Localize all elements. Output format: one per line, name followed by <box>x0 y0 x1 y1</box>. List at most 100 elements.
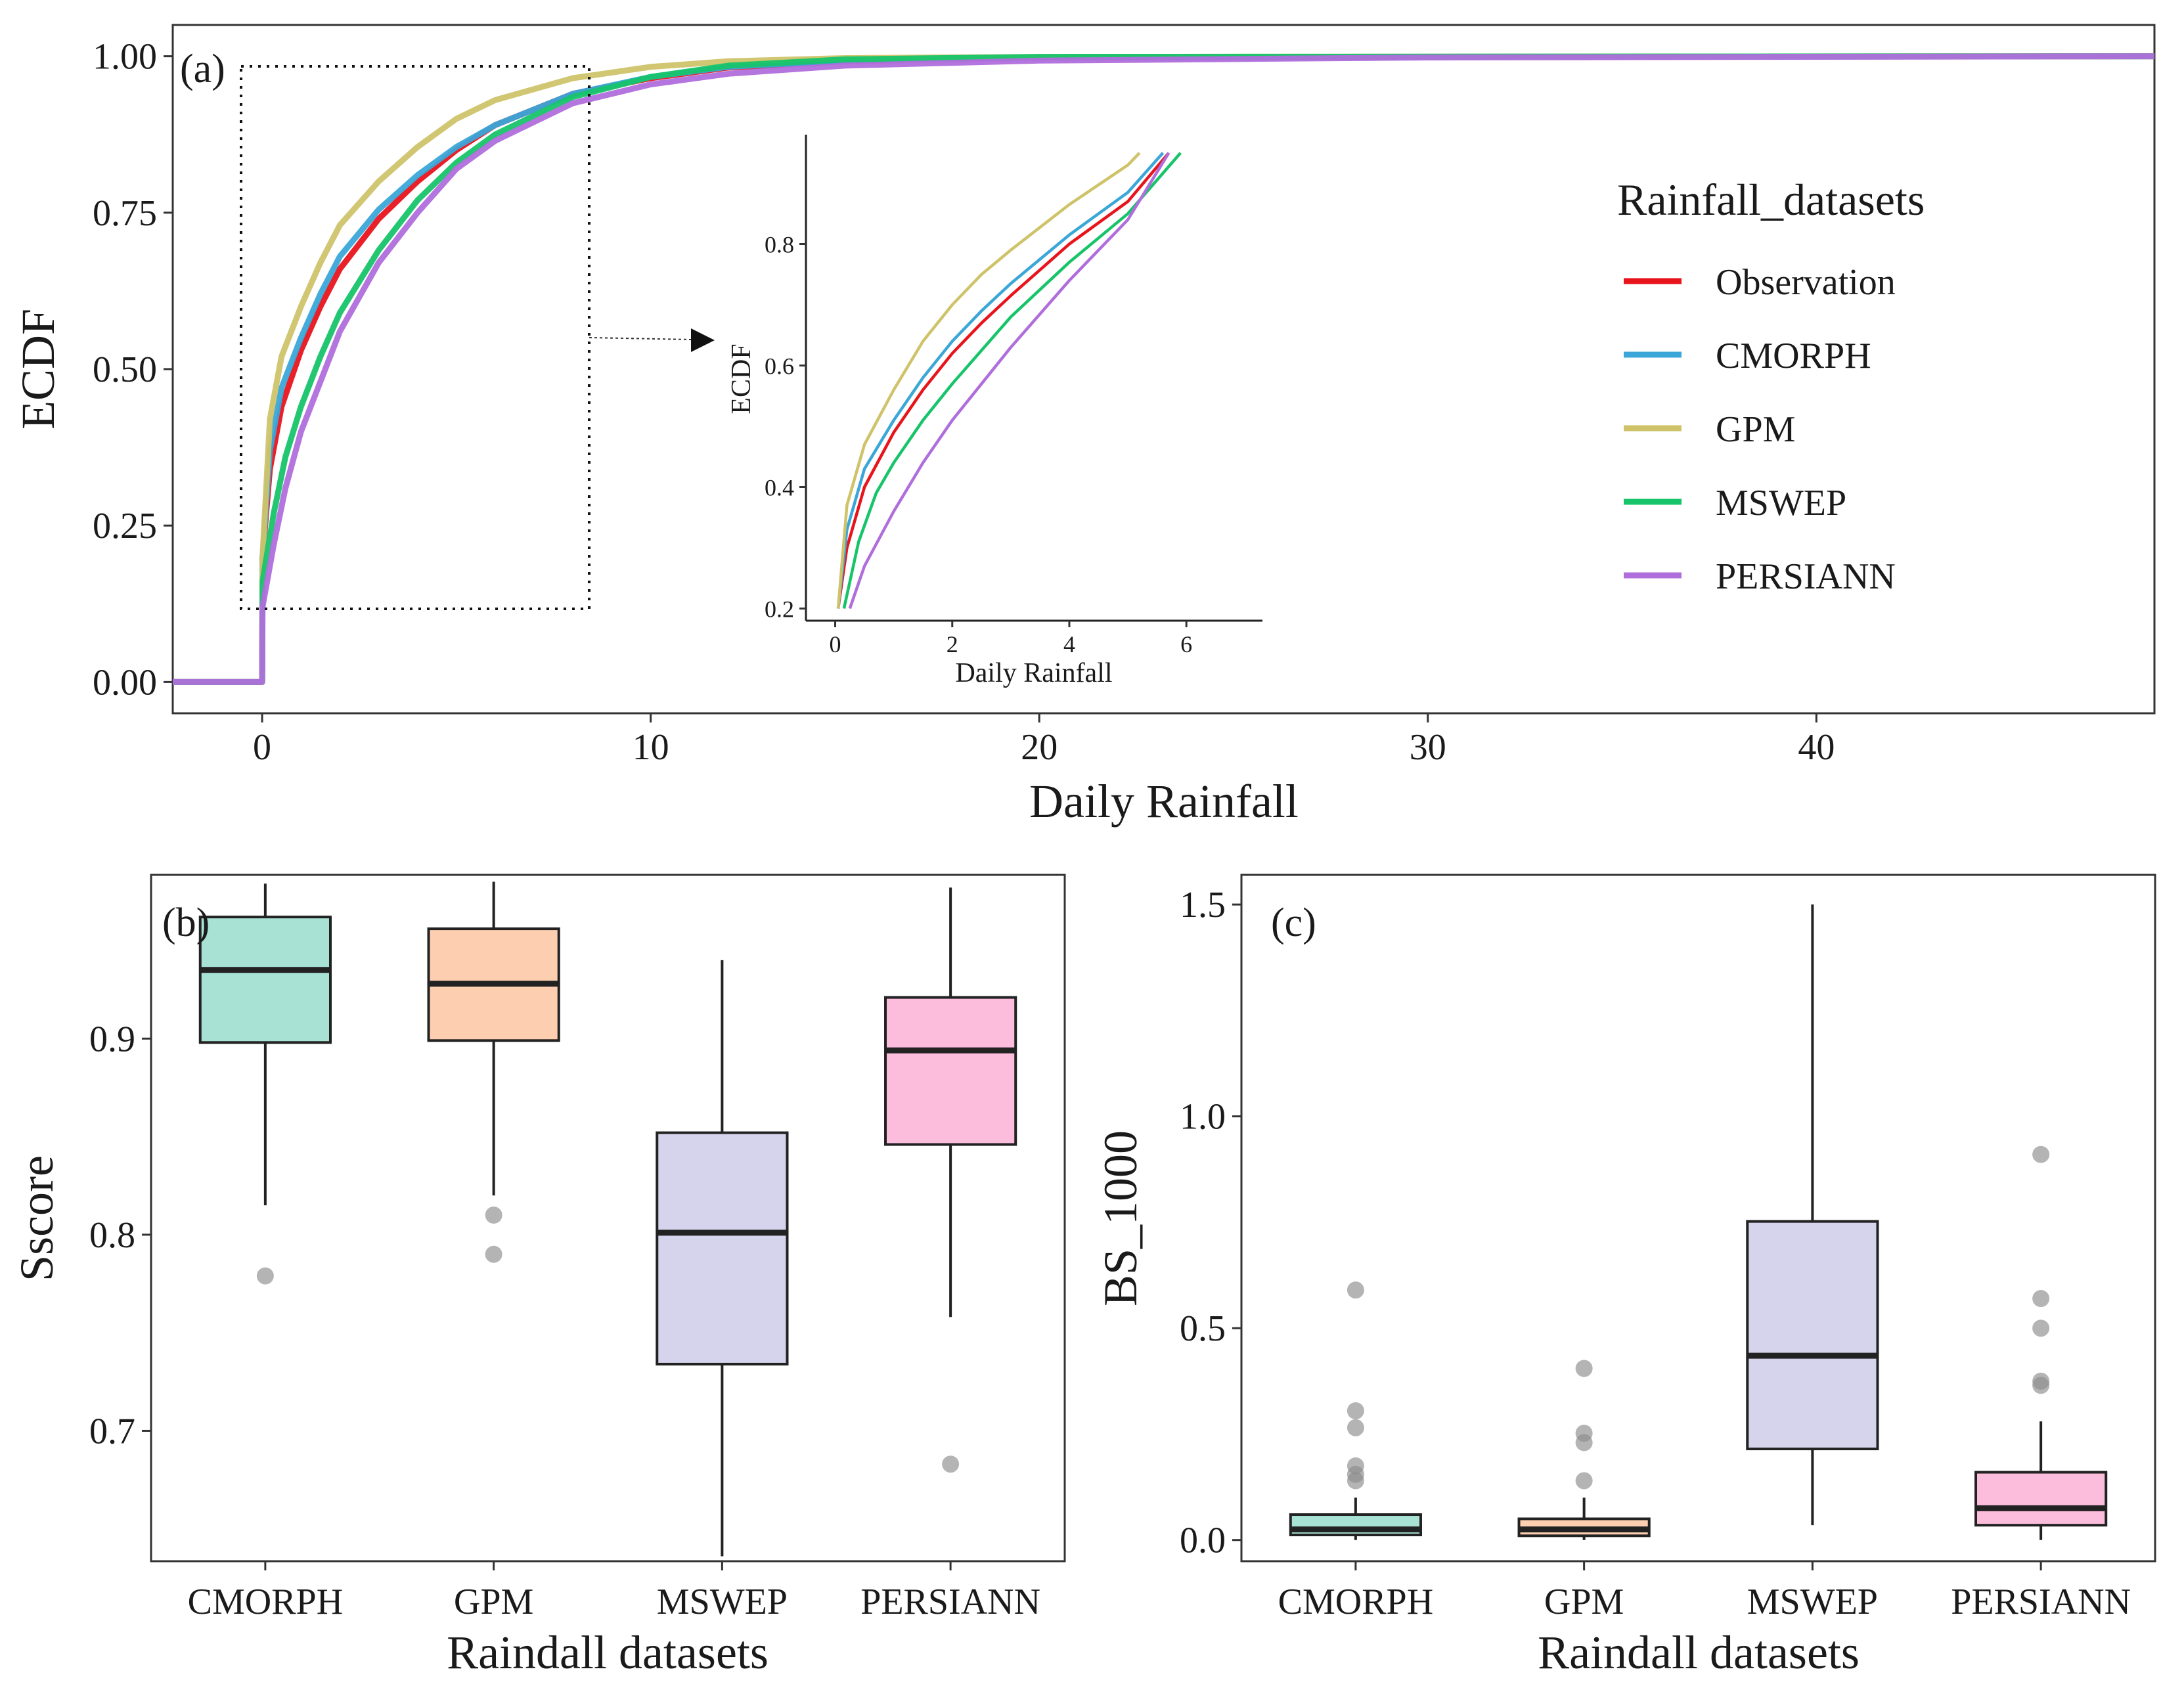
outlier-point-cmorph <box>256 1267 274 1285</box>
outlier-point-gpm <box>485 1207 502 1224</box>
panel-c-frame <box>1240 874 2156 1563</box>
x-tick-label-gpm: GPM <box>454 1582 533 1622</box>
x-tick-label: 0 <box>253 727 271 768</box>
series-line-gpm <box>173 53 2155 685</box>
inset-x-tick-label: 4 <box>1063 631 1075 657</box>
legend-label-persiann: PERSIANN <box>1716 556 1896 597</box>
inset-x-tick-label: 0 <box>830 631 841 657</box>
zoom-arrow <box>589 328 715 352</box>
outlier-point-persiann <box>942 1455 960 1473</box>
box-persiann <box>884 996 1017 1146</box>
panel-b-x-ticks: CMORPH GPM MSWEP PERSIANN <box>188 1561 1040 1622</box>
outlier-point-persiann <box>2032 1145 2050 1163</box>
y-tick-label: 0.8 <box>89 1215 135 1256</box>
panel-c-bs1000: 0.00.51.01.5 CMORPH GPM MSWEP PERSIANN (c) … <box>1094 874 2156 1679</box>
inset-x-tick-label: 2 <box>947 631 958 657</box>
panel-c-x-ticks: CMORPH GPM MSWEP PERSIANN <box>1278 1561 2131 1622</box>
x-tick-label-cmorph: CMORPH <box>1278 1582 1434 1622</box>
y-tick-label: 0.00 <box>93 662 157 703</box>
panel-c-y-ticks: 0.0 0.5 1.0 1.5 <box>1180 885 1241 1561</box>
box-cmorph <box>198 916 332 1044</box>
panel-a-y-ticks: 0.00 0.25 0.50 0.75 1.00 <box>93 37 173 703</box>
inset-x-ticks: 0 2 4 6 <box>830 621 1192 657</box>
y-tick-label: 1.0 <box>1180 1097 1226 1138</box>
inset-line-gpm <box>836 152 1141 609</box>
inset-y-ticks: 0.2 0.4 0.6 0.8 <box>765 232 806 623</box>
y-tick-label: 0.7 <box>89 1411 135 1452</box>
y-tick-label: 0.75 <box>93 193 157 234</box>
outlier-point-cmorph <box>1347 1472 1364 1490</box>
panel-b-boxes <box>198 881 1017 1557</box>
panel-a-series <box>173 53 2155 685</box>
series-line-persiann <box>173 53 2155 685</box>
inset-y-tick-label: 0.8 <box>765 232 794 258</box>
x-tick-label-gpm: GPM <box>1544 1582 1624 1622</box>
x-tick-label-cmorph: CMORPH <box>188 1582 344 1622</box>
panel-a-label: (a) <box>180 47 225 91</box>
panel-b-y-ticks: 0.7 0.8 0.9 <box>89 1019 151 1452</box>
x-tick-label: 10 <box>633 727 669 768</box>
inset-line-persiann <box>848 152 1170 610</box>
legend-label-gpm: GPM <box>1716 409 1795 450</box>
x-tick-label-persiann: PERSIANN <box>860 1582 1040 1622</box>
y-tick-label: 0.50 <box>93 349 157 390</box>
y-tick-label: 0.9 <box>89 1019 135 1059</box>
panel-c-x-axis-title: Raindall datasets <box>1538 1626 1860 1679</box>
inset-series <box>836 152 1182 610</box>
panel-c-label: (c) <box>1271 900 1316 945</box>
inset-y-tick-label: 0.6 <box>765 353 794 380</box>
panel-b-frame <box>150 874 1066 1563</box>
outlier-point-cmorph <box>1347 1419 1364 1436</box>
box-mswep <box>656 1131 789 1365</box>
panel-a-y-axis-title: ECDF <box>12 309 64 430</box>
inset-y-axis-title: ECDF <box>726 344 757 414</box>
y-tick-label: 1.5 <box>1180 885 1226 925</box>
outlier-point-gpm <box>1575 1472 1593 1490</box>
x-tick-label: 20 <box>1021 727 1058 768</box>
legend-title: Rainfall_datasets <box>1617 175 1925 225</box>
x-tick-label-mswep: MSWEP <box>657 1582 788 1622</box>
inset-line-observation <box>836 152 1170 609</box>
series-line-mswep <box>173 53 2155 685</box>
inset-plot: 0.2 0.4 0.6 0.8 0 2 4 6 Daily Rainfall ECDF <box>726 135 1262 688</box>
box-mswep <box>1746 1220 1879 1451</box>
panel-a-ecdf: 0.000.250.500.751.00 0 10 20 30 40 (a) Daily… <box>12 24 2156 828</box>
panel-b-x-axis-title: Raindall datasets <box>447 1626 769 1679</box>
box-persiann <box>1974 1471 2108 1527</box>
outlier-point-gpm <box>1575 1434 1593 1452</box>
y-tick-label: 0.5 <box>1180 1308 1226 1349</box>
outlier-point-persiann <box>2032 1320 2050 1337</box>
legend-items: Observation CMORPH GPM MSWEP PERSIANN <box>1624 262 1896 597</box>
x-tick-label-persiann: PERSIANN <box>1951 1582 2131 1622</box>
outlier-point-persiann <box>2032 1290 2050 1308</box>
legend-label-observation: Observation <box>1716 262 1896 303</box>
legend: Rainfall_datasets Observation CMORPH GPM MS… <box>1617 175 1925 597</box>
panel-c-y-axis-title: BS_1000 <box>1094 1130 1147 1306</box>
panel-a-x-axis-title: Daily Rainfall <box>1029 775 1299 828</box>
inset-y-tick-label: 0.2 <box>765 596 794 623</box>
x-tick-label: 30 <box>1410 727 1446 768</box>
outlier-point-gpm <box>485 1245 502 1263</box>
panel-c-boxes <box>1289 904 2108 1540</box>
inset-line-cmorph <box>836 152 1165 609</box>
inset-x-tick-label: 6 <box>1180 631 1192 657</box>
y-tick-label: 1.00 <box>93 37 157 78</box>
legend-label-cmorph: CMORPH <box>1716 336 1871 376</box>
outlier-point-persiann <box>2032 1377 2050 1394</box>
outlier-point-gpm <box>1575 1360 1593 1377</box>
outlier-point-cmorph <box>1347 1402 1364 1420</box>
legend-label-mswep: MSWEP <box>1716 483 1846 523</box>
y-tick-label: 0.0 <box>1180 1520 1226 1561</box>
y-tick-label: 0.25 <box>93 506 157 546</box>
panel-a-x-ticks: 0 10 20 30 40 <box>253 713 1835 768</box>
x-tick-label-mswep: MSWEP <box>1747 1582 1878 1622</box>
panel-b-y-axis-title: Sscore <box>11 1155 63 1281</box>
panel-b-label: (b) <box>162 900 210 945</box>
x-tick-label: 40 <box>1798 727 1835 768</box>
panel-b-sscore: 0.7 0.8 0.9 CMORPH GPM MSWEP PERSIANN (b) Rai… <box>11 874 1066 1679</box>
inset-line-mswep <box>842 152 1182 609</box>
outlier-point-cmorph <box>1347 1281 1364 1299</box>
inset-x-axis-title: Daily Rainfall <box>955 658 1112 688</box>
inset-y-tick-label: 0.4 <box>765 475 794 501</box>
